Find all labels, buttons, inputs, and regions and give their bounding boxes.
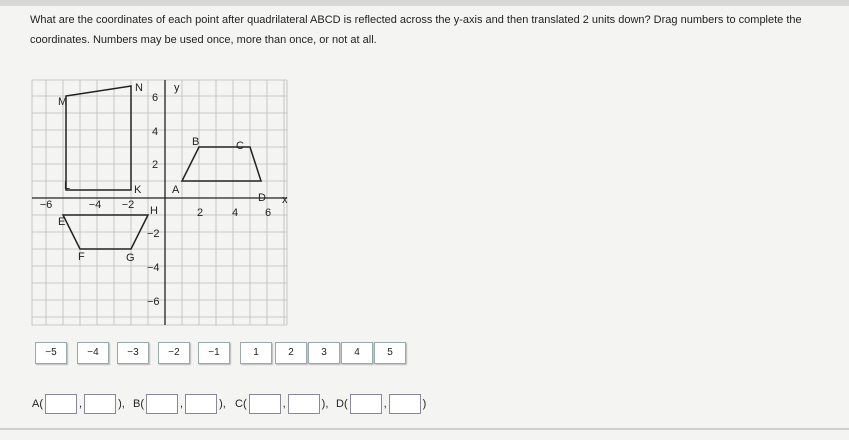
point-label: F: [78, 251, 85, 263]
answer-text: A(: [32, 398, 43, 410]
graph: x y −6 −4 −2 2 4 6 6 4 2 −2 −4 −6 A B C …: [31, 79, 288, 326]
y-tick-label: −4: [147, 262, 160, 274]
quad-abcd: [180, 146, 263, 182]
drop-box[interactable]: [349, 394, 382, 414]
header-bar: [0, 0, 849, 6]
number-tile[interactable]: −4: [77, 342, 109, 364]
answer-text: ,: [180, 398, 184, 410]
y-tick-label: 4: [152, 126, 158, 138]
answer-text: ,: [383, 398, 387, 410]
point-label: G: [126, 252, 135, 264]
point-label: H: [150, 205, 158, 217]
drop-box[interactable]: [248, 394, 281, 414]
number-tile[interactable]: −1: [198, 342, 230, 364]
drop-box[interactable]: [146, 394, 178, 414]
answer-text: ): [422, 398, 427, 410]
point-label: K: [134, 184, 142, 196]
question-text: What are the coordinates of each point a…: [30, 14, 802, 46]
x-tick-label: 2: [197, 207, 203, 219]
axis-label: x: [282, 194, 288, 206]
point-label: N: [135, 82, 143, 94]
axis-label: y: [174, 82, 180, 94]
y-tick-label: 2: [152, 159, 158, 171]
point-label: A: [172, 184, 180, 196]
y-tick-label: 6: [152, 92, 158, 104]
answer-text: ),: [321, 398, 329, 410]
point-label: B: [192, 136, 199, 148]
y-tick-label: −2: [147, 228, 160, 240]
answer-c: C(,),: [235, 394, 328, 414]
quad-mnkl: [65, 85, 132, 191]
answer-text: ,: [79, 398, 83, 410]
drop-box[interactable]: [287, 394, 320, 414]
number-tile[interactable]: −5: [35, 342, 67, 364]
footer-line: [0, 428, 849, 430]
point-label: D: [258, 192, 266, 204]
number-tile[interactable]: −2: [158, 342, 190, 364]
x-tick-label: 4: [232, 207, 238, 219]
number-tile[interactable]: 1: [240, 342, 272, 364]
number-tile[interactable]: −3: [117, 342, 149, 364]
number-tile[interactable]: 2: [275, 342, 307, 364]
answer-text: B(: [133, 398, 144, 410]
answer-text: ,: [282, 398, 286, 410]
answer-text: ),: [219, 398, 226, 410]
point-label: L: [64, 180, 70, 192]
answer-text: ),: [118, 398, 125, 410]
answer-a: A(,),: [32, 394, 125, 414]
number-tile[interactable]: 5: [374, 342, 406, 364]
quad-efgh: [61, 214, 150, 250]
answer-text: C(: [235, 398, 247, 410]
answer-text: D(: [336, 398, 348, 410]
x-tick-label: 6: [265, 207, 271, 219]
number-tile[interactable]: 4: [341, 342, 373, 364]
point-label: M: [58, 96, 67, 108]
y-tick-label: −6: [147, 296, 160, 308]
grid: [31, 79, 288, 326]
drop-box[interactable]: [185, 394, 218, 414]
drop-box[interactable]: [388, 394, 421, 414]
number-tile[interactable]: 3: [308, 342, 340, 364]
point-label: E: [58, 216, 65, 228]
answer-b: B(,),: [133, 394, 226, 414]
x-tick-label: −2: [122, 199, 135, 211]
drop-box[interactable]: [84, 394, 117, 414]
x-tick-label: −4: [89, 199, 102, 211]
point-label: C: [236, 140, 244, 152]
answer-d: D(,): [336, 394, 426, 414]
drop-box[interactable]: [45, 394, 77, 414]
x-tick-label: −6: [40, 199, 53, 211]
